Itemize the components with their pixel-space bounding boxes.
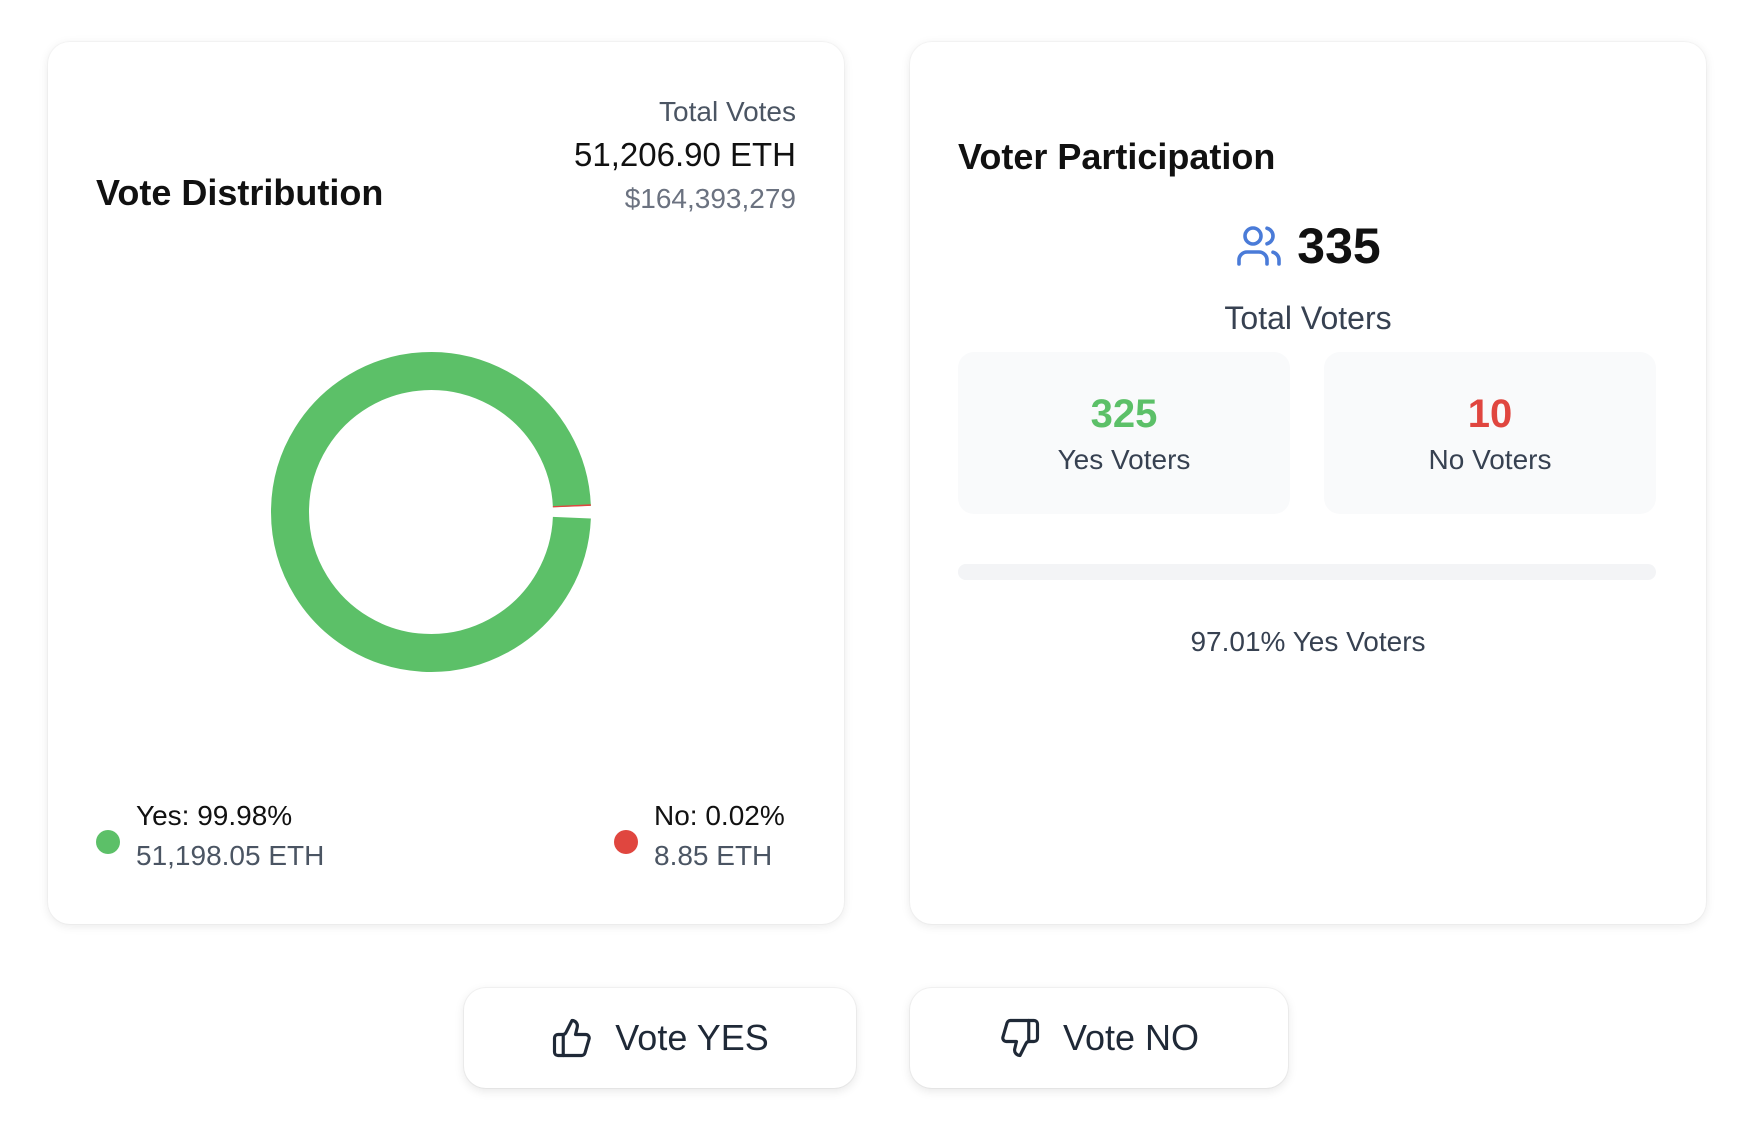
no-dot-icon bbox=[614, 830, 638, 854]
legend-yes-label: Yes: 99.98% bbox=[136, 800, 293, 831]
thumbs-up-icon bbox=[553, 1018, 592, 1058]
total-voters-count: 335 bbox=[1297, 218, 1381, 274]
vote-no-button[interactable]: Vote NO bbox=[910, 988, 1288, 1088]
total-votes-eth: 51,206.90 ETH bbox=[574, 136, 796, 173]
no-voters-label: No Voters bbox=[1428, 444, 1552, 475]
yes-voters-progress-fill bbox=[958, 564, 1636, 580]
yes-dot-icon bbox=[96, 830, 120, 854]
vote-no-label: Vote NO bbox=[1062, 1017, 1200, 1058]
vote-yes-button[interactable]: Vote YES bbox=[464, 988, 856, 1088]
vote-yes-label: Vote YES bbox=[615, 1017, 769, 1058]
yes-voters-percent: 97.01% Yes Voters bbox=[1190, 626, 1426, 657]
vote-distribution-donut-chart bbox=[271, 352, 591, 672]
donut-slice-yes bbox=[271, 352, 591, 672]
no-voters-box: 10 No Voters bbox=[1324, 352, 1656, 514]
legend-yes-eth: 51,198.05 ETH bbox=[136, 840, 325, 871]
yes-voters-progress-bar bbox=[958, 564, 1656, 580]
vote-distribution-title: Vote Distribution bbox=[96, 172, 384, 213]
total-votes-usd: $164,393,279 bbox=[624, 183, 796, 214]
yes-voters-count: 325 bbox=[1090, 392, 1158, 436]
total-votes-label: Total Votes bbox=[659, 96, 796, 127]
thumbs-down-icon bbox=[1001, 1018, 1040, 1058]
total-voters-row: 335 bbox=[910, 217, 1706, 275]
total-votes-block: Total Votes 51,206.90 ETH $164,393,279 bbox=[574, 92, 796, 220]
vote-distribution-card: Vote Distribution Total Votes 51,206.90 … bbox=[48, 42, 844, 924]
users-icon bbox=[1237, 226, 1282, 266]
legend-no-label: No: 0.02% bbox=[654, 800, 785, 831]
legend-no-eth: 8.85 ETH bbox=[654, 840, 773, 871]
total-voters-label: Total Voters bbox=[1224, 300, 1392, 336]
no-voters-count: 10 bbox=[1467, 392, 1513, 436]
voter-participation-title: Voter Participation bbox=[958, 136, 1276, 177]
voter-participation-card: Voter Participation 335 Total Voters 325… bbox=[910, 42, 1706, 924]
yes-voters-label: Yes Voters bbox=[1057, 444, 1191, 475]
yes-voters-box: 325 Yes Voters bbox=[958, 352, 1290, 514]
